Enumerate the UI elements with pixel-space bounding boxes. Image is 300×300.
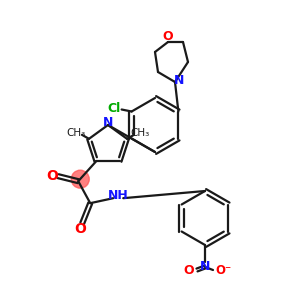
Text: N: N [200, 260, 210, 274]
Text: O: O [74, 222, 86, 236]
Text: N: N [103, 116, 113, 128]
Text: O: O [46, 169, 58, 183]
Text: O: O [163, 31, 173, 44]
Text: O⁻: O⁻ [215, 263, 231, 277]
Text: N: N [174, 74, 184, 86]
Circle shape [71, 170, 89, 188]
Text: Cl: Cl [107, 102, 120, 115]
Text: CH₃: CH₃ [130, 128, 150, 138]
Text: NH: NH [108, 189, 129, 202]
Text: CH₃: CH₃ [66, 128, 85, 138]
Text: O: O [184, 263, 194, 277]
